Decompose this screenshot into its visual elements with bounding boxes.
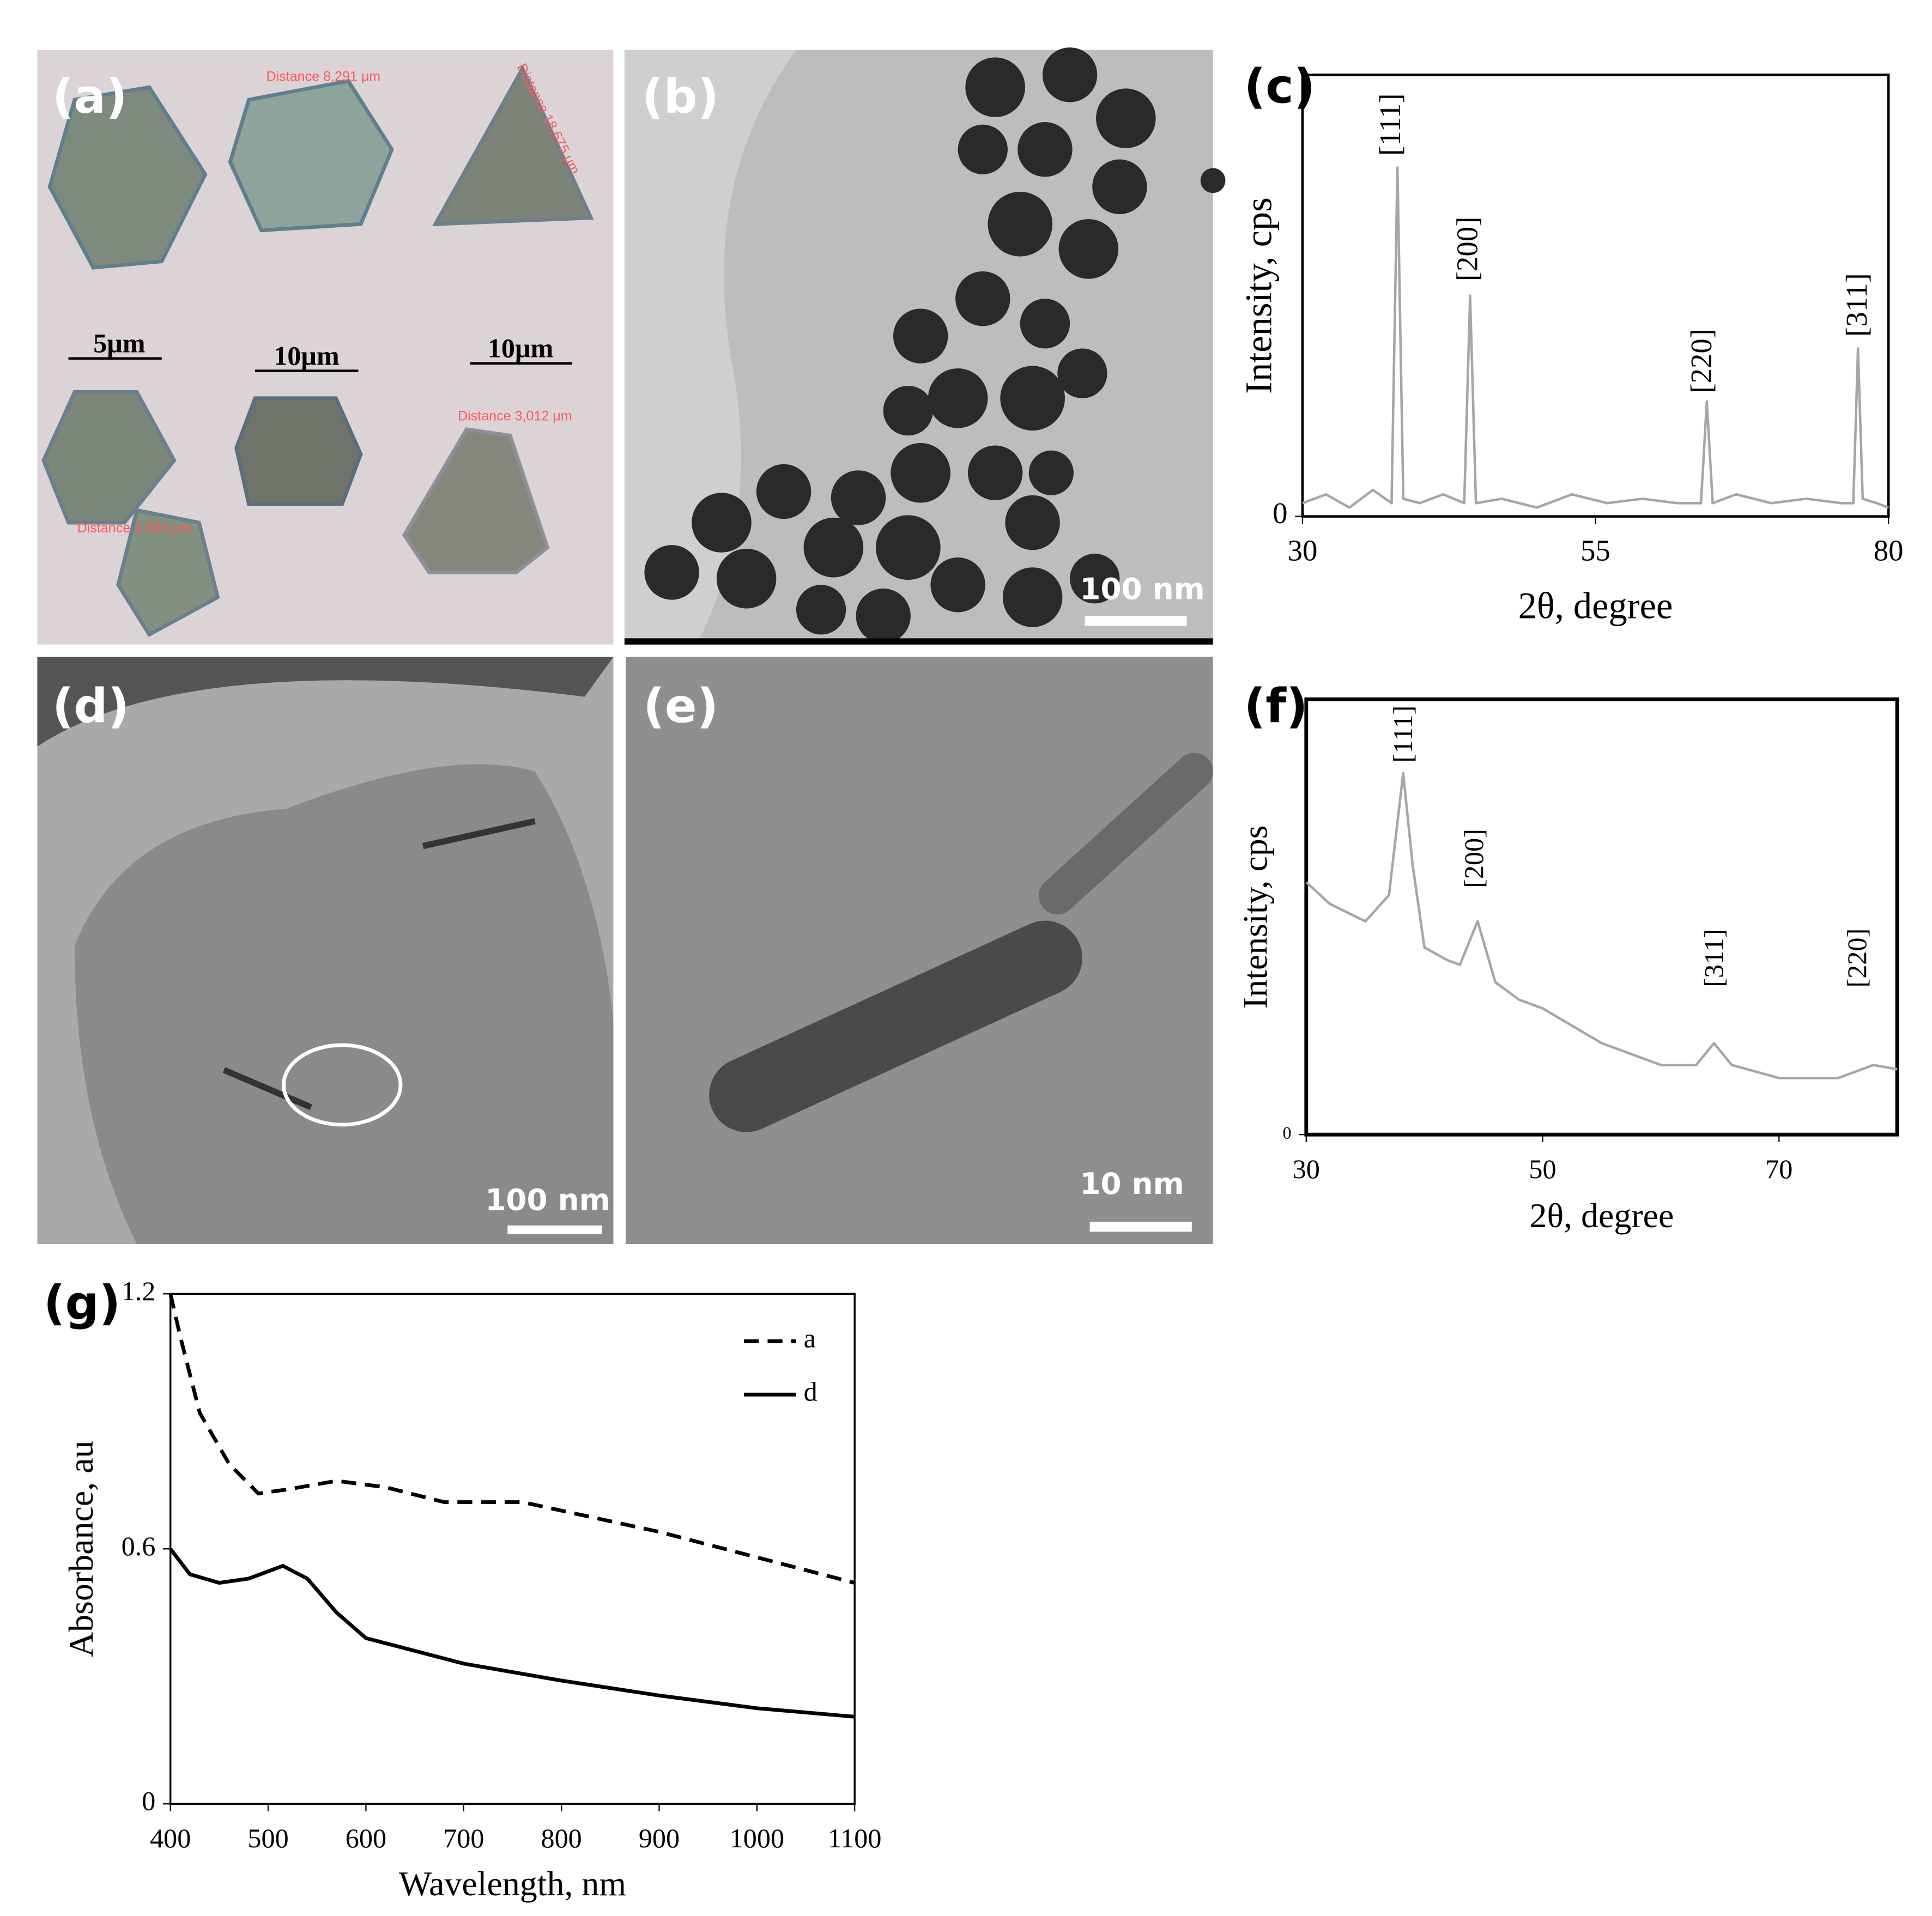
flake (234, 396, 363, 506)
lattice-stripe (1039, 753, 1213, 915)
micrograph-b: (b) 100 nm (624, 47, 1226, 645)
peak-label: [200] (1458, 829, 1489, 888)
flake (402, 427, 550, 574)
panel-label: (e) (643, 678, 718, 733)
x-tick-label: 55 (1580, 534, 1610, 567)
scale-text: 10μm (488, 333, 553, 363)
y-tick-label: 0 (1282, 1123, 1291, 1142)
x-tick-label: 400 (150, 1823, 191, 1853)
y-axis-label: Absorbance, au (62, 1441, 100, 1657)
x-tick-label: 600 (346, 1823, 386, 1853)
measurement: Distance 1,894 μm (77, 520, 192, 536)
x-tick-label: 80 (1874, 534, 1904, 567)
scale-text: 10μm (274, 340, 339, 371)
flake (47, 85, 208, 270)
peak-label: [220] (1685, 329, 1718, 393)
grid-edge (37, 657, 614, 747)
flake (41, 390, 177, 525)
panel-label: (d) (52, 678, 129, 733)
data-line (1302, 166, 1889, 509)
support-film (624, 50, 796, 645)
measurement: Distance 3,012 μm (458, 409, 572, 424)
micrograph-e: (e) 10 nm (626, 657, 1213, 1245)
x-tick-label: 700 (443, 1823, 484, 1853)
flake (228, 78, 394, 233)
x-tick-label: 1100 (828, 1823, 882, 1853)
scale-text: 10 nm (1080, 1166, 1184, 1201)
plot-frame (1304, 697, 1899, 1137)
flake (116, 508, 220, 638)
x-tick-label: 50 (1529, 1154, 1556, 1184)
scale-text: 100 nm (485, 1183, 610, 1217)
peak-label: [311] (1699, 929, 1729, 987)
data-line (168, 1293, 856, 1585)
micrograph-a: (a) 5μm 10μm 10μm Distance 8,291 μm Dist… (37, 50, 614, 645)
scale-bar (507, 1225, 602, 1234)
x-tick-label: 800 (541, 1823, 582, 1853)
panel-label: (b) (642, 69, 719, 124)
peak-label: [111] (1373, 93, 1407, 156)
panel-label: (c) (1244, 59, 1316, 114)
particles (644, 47, 1226, 644)
x-tick-label: 70 (1765, 1154, 1792, 1184)
flake (432, 64, 594, 226)
aggregate (74, 764, 614, 1245)
plot-frame (169, 1293, 856, 1805)
lattice-stripe (709, 920, 1082, 1132)
x-tick-label: 900 (639, 1823, 680, 1853)
legend-label: a (804, 1323, 816, 1354)
sheet (422, 818, 536, 850)
peak-label: [220] (1842, 929, 1872, 988)
data-line (1305, 772, 1898, 1080)
highlight-ellipse (282, 1043, 403, 1127)
peak-label: [200] (1451, 217, 1484, 282)
peak-label: [311] (1840, 273, 1873, 337)
scale-text: 5μm (93, 328, 145, 358)
x-axis-label: Wavelength, nm (399, 1864, 626, 1903)
peak-label: [111] (1388, 706, 1418, 763)
x-tick-label: 30 (1293, 1154, 1320, 1184)
y-tick-label: 0.6 (122, 1531, 156, 1561)
y-tick-label: 0 (142, 1786, 155, 1816)
micrograph-d: (d) 100 nm (37, 657, 614, 1245)
y-axis-label: Intensity, cps (1238, 197, 1280, 394)
measurement: Distance 8,291 μm (266, 69, 380, 84)
x-axis-label: 2θ, degree (1518, 585, 1673, 627)
panel-label: (a) (52, 69, 128, 124)
scale-text: 100 nm (1080, 572, 1204, 607)
scale-bar (1085, 616, 1187, 626)
data-line (169, 1548, 855, 1719)
y-tick-label: 0 (1273, 496, 1287, 530)
sheet (222, 1067, 312, 1111)
scale-bar (1089, 1221, 1192, 1232)
y-tick-label: 1.2 (122, 1276, 156, 1306)
image-border (624, 638, 1213, 645)
x-tick-label: 30 (1288, 534, 1318, 567)
panel-label: (f) (1244, 678, 1308, 733)
image-background (626, 657, 1213, 1245)
y-axis-label: Intensity, cps (1236, 825, 1275, 1009)
x-axis-label: 2θ, degree (1530, 1196, 1674, 1235)
legend-label: d (804, 1377, 817, 1407)
x-tick-label: 500 (247, 1823, 288, 1853)
x-tick-label: 1000 (730, 1823, 784, 1853)
panel-label: (g) (44, 1276, 120, 1331)
